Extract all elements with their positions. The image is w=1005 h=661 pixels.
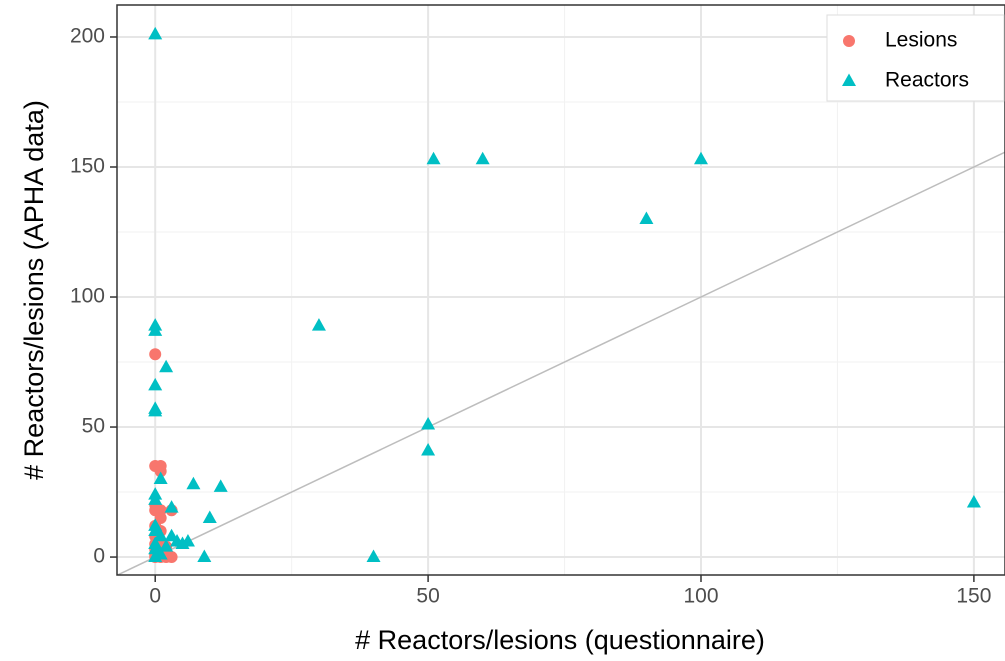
point [164, 500, 179, 513]
point [421, 416, 436, 430]
point [148, 323, 163, 336]
point [148, 403, 163, 417]
y-tick-label: 200 [70, 25, 105, 48]
point [421, 442, 436, 456]
point [426, 151, 441, 165]
point [475, 151, 490, 165]
point [966, 494, 981, 508]
point [202, 510, 217, 524]
point [366, 549, 381, 563]
point [148, 26, 163, 40]
x-tick-label: 100 [683, 585, 718, 608]
point [159, 359, 174, 373]
point [180, 533, 195, 547]
reference-line [117, 151, 1005, 575]
x-tick-label: 50 [416, 585, 439, 608]
y-tick-label: 50 [82, 415, 105, 438]
point [149, 348, 162, 361]
point [153, 528, 168, 542]
point [311, 318, 326, 331]
point [843, 35, 855, 47]
point [154, 465, 167, 478]
legend-box [826, 14, 1005, 102]
legend-label: Lesions [885, 29, 957, 52]
point [148, 549, 163, 563]
y-tick-label: 150 [70, 155, 105, 178]
y-tick-label: 0 [93, 545, 105, 568]
point [213, 479, 228, 492]
point [148, 492, 163, 505]
point [148, 377, 163, 391]
panel-border [116, 4, 1005, 576]
point [186, 476, 201, 490]
y-tick-label: 100 [70, 285, 105, 308]
point [842, 73, 856, 86]
x-tick-label: 150 [956, 585, 991, 608]
point [197, 549, 212, 563]
y-axis-label: # Reactors/lesions (APHA data) [19, 100, 49, 480]
legend-label: Reactors [885, 69, 969, 92]
point [693, 151, 708, 165]
x-tick-label: 0 [149, 585, 161, 608]
point [153, 471, 168, 485]
x-axis-label: # Reactors/lesions (questionnaire) [355, 625, 765, 655]
point [639, 211, 654, 225]
point [159, 539, 174, 552]
